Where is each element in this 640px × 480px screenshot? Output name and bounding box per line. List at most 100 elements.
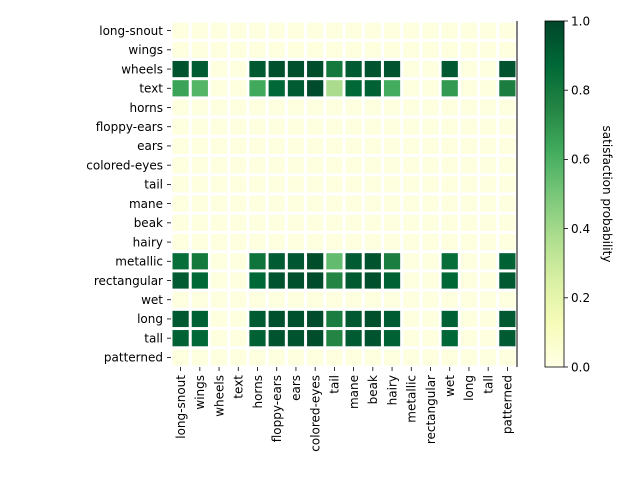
- heatmap-cell: [403, 60, 420, 78]
- heatmap-cell: [499, 195, 516, 212]
- heatmap-cell: [364, 310, 381, 328]
- colorbar-tick-label: 0.4: [571, 222, 590, 236]
- heatmap-cell: [345, 118, 362, 135]
- x-tick-label: text: [232, 375, 246, 399]
- heatmap-cell: [364, 349, 381, 366]
- heatmap-cell: [345, 349, 362, 366]
- heatmap-cell: [480, 233, 497, 251]
- heatmap-cell: [249, 272, 266, 289]
- heatmap-cell: [326, 137, 343, 155]
- heatmap-cell: [364, 233, 381, 251]
- heatmap-cell: [230, 176, 247, 193]
- heatmap-cell: [364, 214, 381, 231]
- heatmap-cell: [460, 214, 478, 231]
- heatmap-cell: [191, 80, 208, 97]
- heatmap-cell: [210, 176, 228, 193]
- heatmap-cell: [268, 214, 285, 231]
- heatmap-cell: [172, 22, 189, 39]
- heatmap-cell: [460, 80, 478, 97]
- heatmap-cell: [364, 272, 381, 289]
- heatmap-cell: [364, 60, 381, 78]
- heatmap-cell: [210, 99, 228, 116]
- heatmap-cell: [364, 253, 381, 270]
- x-tick-label: long-snout: [174, 375, 188, 439]
- heatmap-cell: [422, 233, 439, 251]
- heatmap-cell: [345, 22, 362, 39]
- heatmap-cell: [191, 118, 208, 135]
- heatmap-cell: [422, 60, 439, 78]
- heatmap-cell: [345, 233, 362, 251]
- colorbar: 0.0 0.2 0.4 0.6 0.8 1.0 satisfaction probabil…: [544, 14, 614, 374]
- x-tick-label: wheels: [212, 375, 226, 417]
- heatmap-cell: [422, 291, 439, 308]
- heatmap-cell: [210, 214, 228, 231]
- heatmap-cell: [403, 330, 420, 347]
- heatmap-cell: [422, 22, 439, 39]
- heatmap-cell: [307, 253, 324, 270]
- heatmap-cell: [307, 60, 324, 78]
- heatmap-cell: [383, 214, 401, 231]
- heatmap-cell: [307, 99, 324, 116]
- heatmap-cell: [499, 349, 516, 366]
- heatmap-cell: [172, 310, 189, 328]
- heatmap-cell: [480, 137, 497, 155]
- heatmap-cell: [307, 310, 324, 328]
- y-tick-label: rectangular: [94, 274, 163, 288]
- heatmap-cell: [499, 291, 516, 308]
- y-tick-label: wet: [141, 293, 163, 307]
- heatmap-cell: [345, 310, 362, 328]
- heatmap-cell: [403, 291, 420, 308]
- y-axis-ticks: long-snout wings wheels text horns floppy-ear…: [86, 24, 171, 365]
- heatmap-cell: [364, 118, 381, 135]
- heatmap-cell: [480, 41, 497, 58]
- heatmap-cell: [210, 157, 228, 174]
- heatmap-cell: [287, 253, 305, 270]
- heatmap-cell: [210, 272, 228, 289]
- heatmap-cells: [172, 22, 516, 366]
- heatmap-cell: [499, 137, 516, 155]
- heatmap-cell: [403, 80, 420, 97]
- heatmap-cell: [249, 157, 266, 174]
- heatmap-cell: [403, 272, 420, 289]
- heatmap-cell: [403, 157, 420, 174]
- heatmap-cell: [172, 253, 189, 270]
- heatmap-cell: [191, 99, 208, 116]
- heatmap-cell: [326, 330, 343, 347]
- heatmap-cell: [307, 176, 324, 193]
- heatmap-cell: [268, 80, 285, 97]
- heatmap-cell: [230, 233, 247, 251]
- heatmap-cell: [172, 80, 189, 97]
- heatmap-cell: [460, 291, 478, 308]
- heatmap-cell: [326, 22, 343, 39]
- x-tick-label: ears: [289, 375, 303, 401]
- heatmap-cell: [210, 137, 228, 155]
- heatmap-cell: [441, 41, 458, 58]
- colorbar-tick-label: 0.2: [571, 291, 590, 305]
- heatmap-cell: [383, 176, 401, 193]
- heatmap-cell: [268, 330, 285, 347]
- heatmap-cell: [326, 349, 343, 366]
- heatmap-cell: [441, 272, 458, 289]
- heatmap-cell: [326, 118, 343, 135]
- heatmap-cell: [422, 330, 439, 347]
- heatmap-cell: [230, 272, 247, 289]
- heatmap-cell: [326, 41, 343, 58]
- heatmap-cell: [403, 99, 420, 116]
- heatmap-cell: [345, 176, 362, 193]
- heatmap-cell: [307, 195, 324, 212]
- heatmap-cell: [499, 233, 516, 251]
- heatmap-cell: [287, 195, 305, 212]
- heatmap-cell: [480, 349, 497, 366]
- heatmap-cell: [480, 60, 497, 78]
- heatmap-cell: [172, 137, 189, 155]
- y-tick-label: long: [137, 312, 163, 326]
- heatmap-cell: [307, 137, 324, 155]
- heatmap-cell: [499, 310, 516, 328]
- heatmap-cell: [383, 291, 401, 308]
- heatmap-cell: [422, 157, 439, 174]
- heatmap-cell: [499, 176, 516, 193]
- heatmap-cell: [326, 214, 343, 231]
- y-tick-label: beak: [134, 216, 163, 230]
- heatmap-cell: [230, 137, 247, 155]
